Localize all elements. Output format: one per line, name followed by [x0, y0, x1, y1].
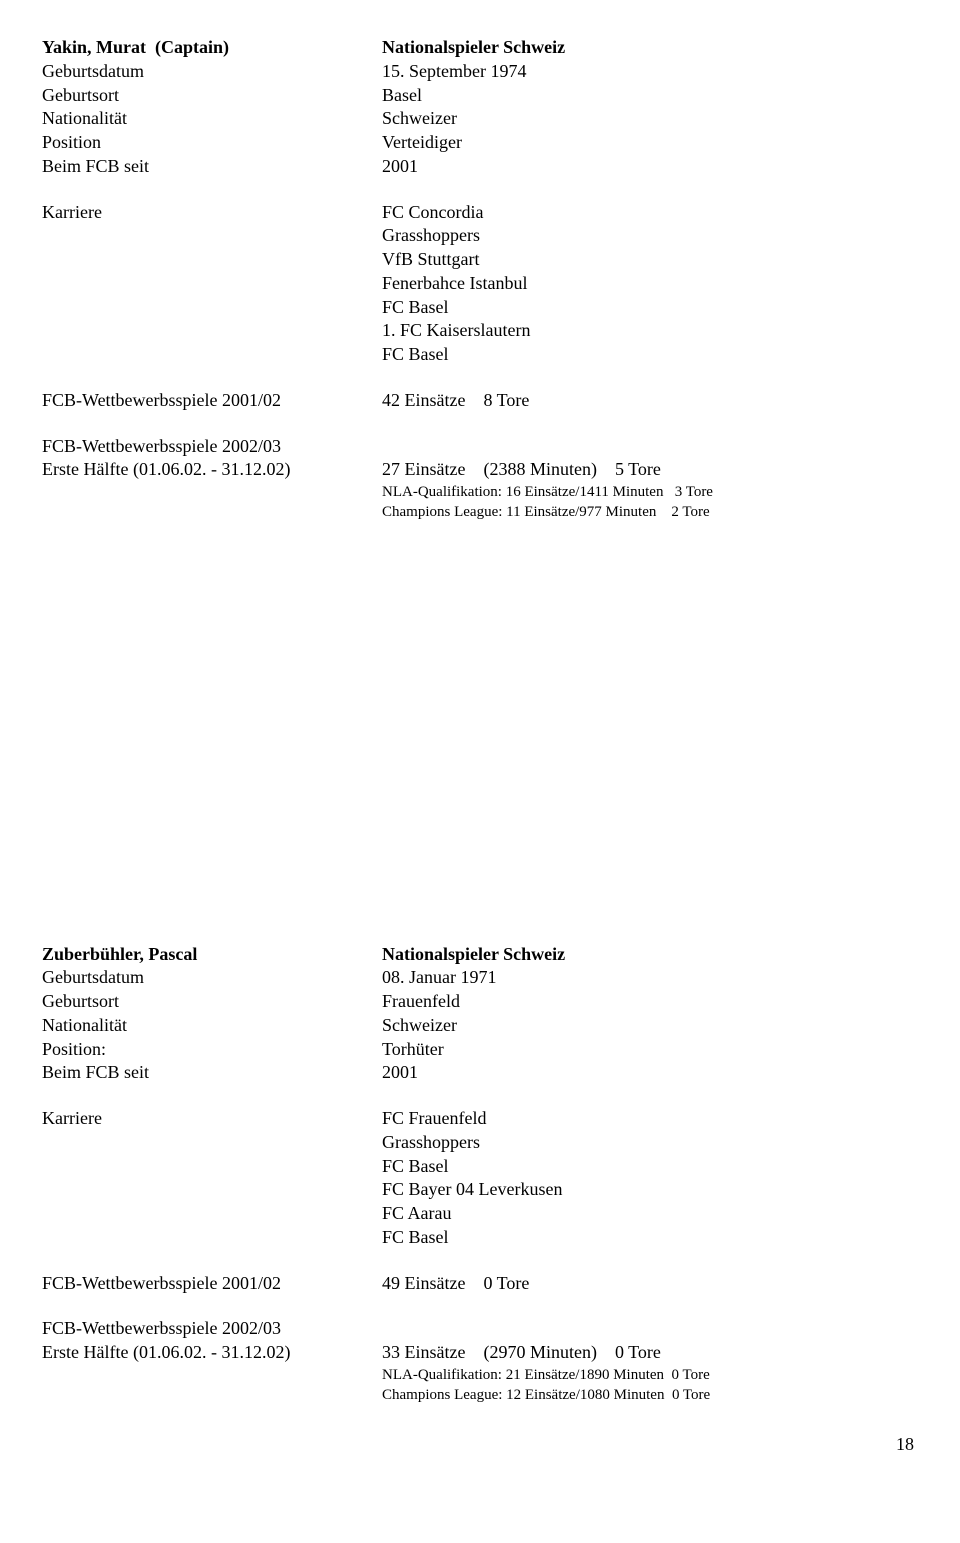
- player2-career-item: FC Frauenfeld: [382, 1107, 918, 1131]
- player1-half-label: Erste Hälfte (01.06.02. - 31.12.02): [42, 458, 382, 482]
- player2-since: 2001: [382, 1061, 918, 1085]
- player2-career-item: FC Basel: [382, 1155, 918, 1179]
- player2-header-row: Zuberbühler, Pascal Nationalspieler Schw…: [42, 943, 918, 967]
- player1-career-item: Grasshoppers: [382, 224, 918, 248]
- player1-sub1: NLA-Qualifikation: 16 Einsätze/1411 Minu…: [382, 482, 918, 502]
- player2-fcb0102-row: FCB-Wettbewerbsspiele 2001/02 49 Einsätz…: [42, 1272, 918, 1296]
- player2-nationality-label: Nationalität: [42, 1014, 382, 1038]
- player2-birthplace: Frauenfeld: [382, 990, 918, 1014]
- player2-birthdate-row: Geburtsdatum 08. Januar 1971: [42, 966, 918, 990]
- player2-career-item: FC Bayer 04 Leverkusen: [382, 1178, 918, 1202]
- player1-sub1-row: NLA-Qualifikation: 16 Einsätze/1411 Minu…: [42, 482, 918, 502]
- player2-birthdate-label: Geburtsdatum: [42, 966, 382, 990]
- player2-career-item: FC Basel: [382, 1226, 918, 1250]
- player2-half-label: Erste Hälfte (01.06.02. - 31.12.02): [42, 1341, 382, 1365]
- player1-since: 2001: [382, 155, 918, 179]
- player2-role: Nationalspieler Schweiz: [382, 943, 918, 967]
- player2-fcb0203-label: FCB-Wettbewerbsspiele 2002/03: [42, 1317, 382, 1341]
- player2-half-row: Erste Hälfte (01.06.02. - 31.12.02) 33 E…: [42, 1341, 918, 1365]
- player2-fcb0203-row: FCB-Wettbewerbsspiele 2002/03: [42, 1317, 918, 1341]
- player1-position-row: Position Verteidiger: [42, 131, 918, 155]
- player1-birthplace-label: Geburtsort: [42, 84, 382, 108]
- player1-nationality-label: Nationalität: [42, 107, 382, 131]
- player2-sub1-row: NLA-Qualifikation: 21 Einsätze/1890 Minu…: [42, 1365, 918, 1385]
- empty-cell: [382, 435, 918, 459]
- player2-sub1: NLA-Qualifikation: 21 Einsätze/1890 Minu…: [382, 1365, 918, 1385]
- player2-since-label: Beim FCB seit: [42, 1061, 382, 1085]
- player1-nationality: Schweizer: [382, 107, 918, 131]
- player1-name-cell: Yakin, Murat (Captain): [42, 36, 382, 60]
- player1-sub2: Champions League: 11 Einsätze/977 Minute…: [382, 502, 918, 522]
- player1-birthdate-label: Geburtsdatum: [42, 60, 382, 84]
- empty-cell: [42, 1385, 382, 1405]
- player1-sub2-row: Champions League: 11 Einsätze/977 Minute…: [42, 502, 918, 522]
- player2-career-item: Grasshoppers: [382, 1131, 918, 1155]
- player1-since-row: Beim FCB seit 2001: [42, 155, 918, 179]
- player1-career-label: Karriere: [42, 201, 382, 367]
- player1-career-item: VfB Stuttgart: [382, 248, 918, 272]
- player1-birthdate: 15. September 1974: [382, 60, 918, 84]
- player2-fcb0102-value: 49 Einsätze 0 Tore: [382, 1272, 918, 1296]
- player2-position: Torhüter: [382, 1038, 918, 1062]
- player2-birthplace-label: Geburtsort: [42, 990, 382, 1014]
- player1-role: Nationalspieler Schweiz: [382, 36, 918, 60]
- player2-position-label: Position:: [42, 1038, 382, 1062]
- player2-career-item: FC Aarau: [382, 1202, 918, 1226]
- player1-career-item: Fenerbahce Istanbul: [382, 272, 918, 296]
- player1-fcb0102-value: 42 Einsätze 8 Tore: [382, 389, 918, 413]
- player1-birthdate-row: Geburtsdatum 15. September 1974: [42, 60, 918, 84]
- page-number: 18: [42, 1433, 918, 1457]
- player1-header-row: Yakin, Murat (Captain) Nationalspieler S…: [42, 36, 918, 60]
- player2-nationality-row: Nationalität Schweizer: [42, 1014, 918, 1038]
- player1-position-label: Position: [42, 131, 382, 155]
- player1-career-row: Karriere FC Concordia Grasshoppers VfB S…: [42, 201, 918, 367]
- player1-half-row: Erste Hälfte (01.06.02. - 31.12.02) 27 E…: [42, 458, 918, 482]
- player2-sub2-row: Champions League: 12 Einsätze/1080 Minut…: [42, 1385, 918, 1405]
- player2-career-row: Karriere FC Frauenfeld Grasshoppers FC B…: [42, 1107, 918, 1250]
- empty-cell: [42, 502, 382, 522]
- player1-fcb0203-label: FCB-Wettbewerbsspiele 2002/03: [42, 435, 382, 459]
- player1-fcb0102-row: FCB-Wettbewerbsspiele 2001/02 42 Einsätz…: [42, 389, 918, 413]
- empty-cell: [42, 1365, 382, 1385]
- empty-cell: [382, 1317, 918, 1341]
- player1-career-item: FC Basel: [382, 296, 918, 320]
- player1-career-item: 1. FC Kaiserslautern: [382, 319, 918, 343]
- player2-nationality: Schweizer: [382, 1014, 918, 1038]
- player1-captain: (Captain): [155, 37, 229, 57]
- player1-birthplace-row: Geburtsort Basel: [42, 84, 918, 108]
- empty-cell: [42, 482, 382, 502]
- player2-fcb0102-label: FCB-Wettbewerbsspiele 2001/02: [42, 1272, 382, 1296]
- player1-fcb0102-label: FCB-Wettbewerbsspiele 2001/02: [42, 389, 382, 413]
- player2-since-row: Beim FCB seit 2001: [42, 1061, 918, 1085]
- player2-birthdate: 08. Januar 1971: [382, 966, 918, 990]
- player1-nationality-row: Nationalität Schweizer: [42, 107, 918, 131]
- player1-half-value: 27 Einsätze (2388 Minuten) 5 Tore: [382, 458, 918, 482]
- player2-name: Zuberbühler, Pascal: [42, 943, 382, 967]
- player1-career-item: FC Basel: [382, 343, 918, 367]
- player2-position-row: Position: Torhüter: [42, 1038, 918, 1062]
- player2-half-value: 33 Einsätze (2970 Minuten) 0 Tore: [382, 1341, 918, 1365]
- player1-position: Verteidiger: [382, 131, 918, 155]
- player1-since-label: Beim FCB seit: [42, 155, 382, 179]
- player1-fcb0203-row: FCB-Wettbewerbsspiele 2002/03: [42, 435, 918, 459]
- player1-birthplace: Basel: [382, 84, 918, 108]
- player1-career-item: FC Concordia: [382, 201, 918, 225]
- player1-career-list: FC Concordia Grasshoppers VfB Stuttgart …: [382, 201, 918, 367]
- player2-career-label: Karriere: [42, 1107, 382, 1250]
- player2-sub2: Champions League: 12 Einsätze/1080 Minut…: [382, 1385, 918, 1405]
- player1-name: Yakin, Murat: [42, 37, 146, 57]
- player2-career-list: FC Frauenfeld Grasshoppers FC Basel FC B…: [382, 1107, 918, 1250]
- player2-birthplace-row: Geburtsort Frauenfeld: [42, 990, 918, 1014]
